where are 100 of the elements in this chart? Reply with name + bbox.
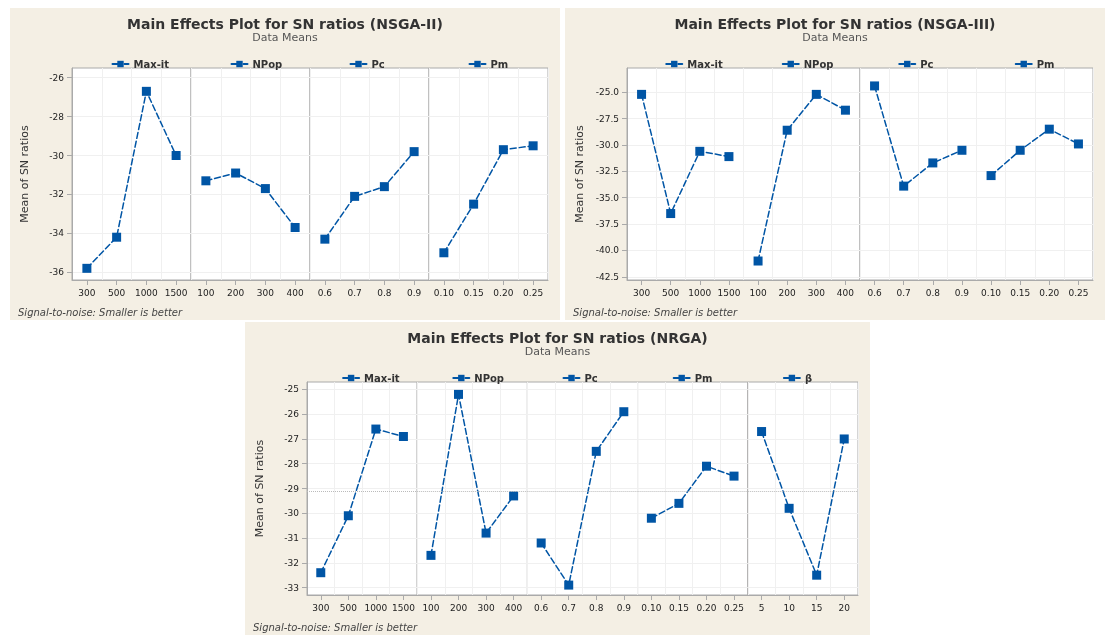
y-tick-label: -33 [284,582,299,593]
point [379,182,389,192]
x-tick-label: 15 [810,602,823,613]
point [528,141,538,151]
point [82,263,92,273]
x-tick-label: 0.7 [896,287,911,298]
x-tick-label: 10 [783,602,796,613]
point [928,158,938,168]
point [619,407,629,417]
point [724,152,734,162]
point [729,471,739,481]
x-tick-label: 0.8 [925,287,941,298]
text: Signal-to-noise: Smaller is better [253,621,418,633]
x-tick-label: 0.15 [668,602,689,613]
y-tick-label: -36 [49,267,65,278]
point [753,256,763,266]
x-tick-label: 1500 [164,287,188,298]
point [316,568,326,578]
x-tick-label: 0.9 [954,287,970,298]
x-tick-label: 300 [256,287,275,298]
x-tick-label: 0.10 [981,287,1002,298]
x-tick-label: 400 [505,602,523,613]
y-tick-label: -30 [284,508,300,519]
point [231,168,241,178]
legend-label: NPop [252,58,283,70]
x-tick-label: 0.6 [534,602,549,613]
point [320,234,330,244]
x-tick-label: 5 [758,602,765,613]
x-tick-label: 0.10 [433,287,455,298]
y-tick-label: -37.5 [595,219,619,230]
point [112,232,122,242]
y-axis-title: Mean of SN ratios [253,439,266,538]
point [439,248,449,258]
x-tick-label: 0.6 [867,287,882,298]
x-tick-label: 500 [339,602,358,613]
y-tick-label: -40.0 [595,245,620,256]
x-tick-label: 1500 [391,602,416,613]
legend-label: Max-it [133,58,170,70]
point [986,171,996,181]
x-tick-label: 0.9 [616,602,632,613]
chart-title: Main Effects Plot for SN ratios (NRGA) [407,330,708,346]
point [509,491,519,501]
point [564,580,574,590]
y-tick-label: -28 [49,111,65,122]
y-tick-label: -30 [49,150,65,161]
legend-label: Pc [920,58,934,70]
point [201,176,211,186]
legend-label: β [804,372,813,384]
y-tick-label: -27.5 [595,113,619,124]
x-tick-label: 1000 [134,287,159,298]
x-tick-label: 0.25 [1068,287,1089,298]
point [840,105,850,115]
x-tick-label: 300 [78,287,96,298]
y-tick-label: -28 [284,458,300,469]
legend-label: Pm [490,58,509,70]
point [870,81,880,91]
x-tick-label: 1500 [717,287,741,298]
point [409,147,419,157]
x-tick-label: 1000 [688,287,712,298]
point [350,191,360,201]
point [260,184,270,194]
chart-subtitle: Data Means [524,345,591,358]
x-tick-label: 0.8 [377,287,392,298]
point [701,461,711,471]
x-tick-label: 0.10 [641,602,662,613]
point [646,513,656,523]
x-tick-label: 0.20 [1039,287,1060,298]
point [782,125,792,135]
y-tick-label: -30.0 [595,139,620,150]
point [171,151,181,161]
point [454,389,464,399]
legend-label: Pm [1036,58,1055,70]
x-tick-label: 0.7 [561,602,576,613]
legend-label: Max-it [687,58,723,70]
y-tick-label: -34 [49,228,65,239]
point [426,550,436,560]
chart-subtitle: Data Means [802,31,868,44]
point [591,446,601,456]
y-axis-title: Mean of SN ratios [18,125,31,223]
legend-label: NPop [803,58,834,70]
x-tick-label: 1000 [364,602,388,613]
x-tick-label: 0.8 [589,602,604,613]
text: Signal-to-noise: Smaller is better [573,306,738,318]
y-tick-label: -25.0 [595,87,620,98]
chart-title: Main Effects Plot for SN ratios (NSGA-III) [674,16,996,32]
legend-label: Pm [694,372,713,384]
point [536,538,546,548]
point [812,570,822,580]
point [757,427,767,437]
y-tick-label: -25 [284,384,299,395]
x-tick-label: 20 [838,602,851,613]
x-tick-label: 500 [662,287,680,298]
x-tick-label: 300 [807,287,826,298]
y-tick-label: -31 [284,533,299,544]
x-tick-label: 400 [286,287,304,298]
x-tick-label: 0.20 [493,287,514,298]
y-tick-label: -26 [284,409,300,420]
y-tick-label: -42.5 [595,271,619,282]
x-tick-label: 200 [778,287,797,298]
x-tick-label: 0.9 [406,287,422,298]
